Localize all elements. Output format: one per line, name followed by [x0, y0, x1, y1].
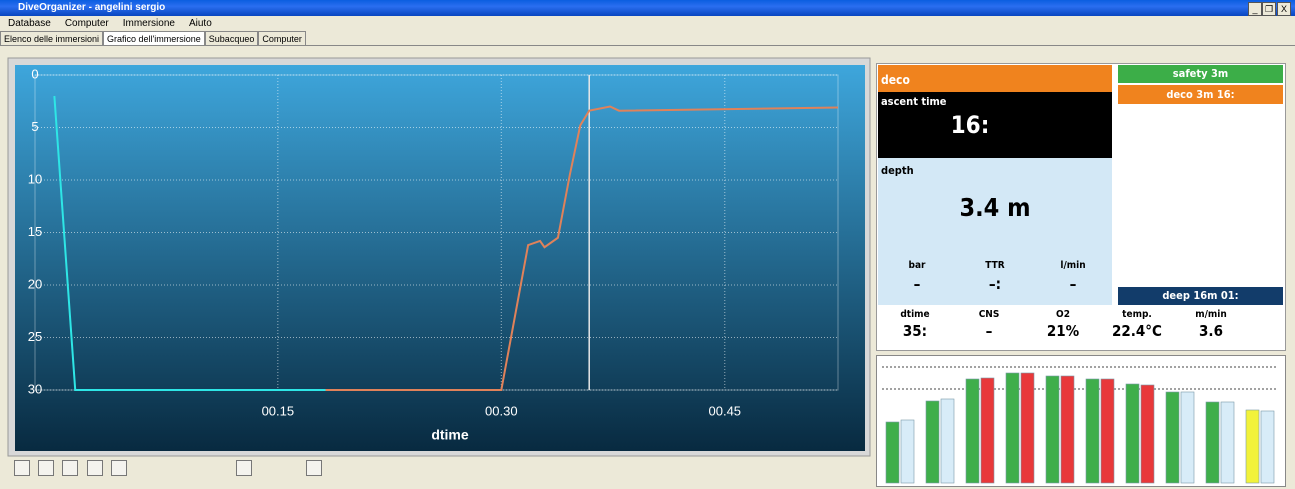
tissue-bar [900, 419, 915, 484]
safety-stop: safety 3m [1118, 65, 1283, 83]
menu-item[interactable]: Immersione [122, 18, 175, 29]
deco-header: deco [878, 65, 1112, 92]
tab[interactable]: Grafico dell'immersione [103, 31, 205, 45]
x-tick-label: 00.15 [262, 403, 295, 418]
depth-value: 3.4 m [959, 193, 1031, 222]
ascent-value: 16: [950, 111, 990, 139]
cell-value: – [1069, 275, 1077, 293]
tab[interactable]: Elenco delle immersioni [0, 31, 104, 45]
deep-stop: deep 16m 01: [1118, 287, 1283, 305]
y-tick-label: 30 [28, 381, 42, 396]
cell: l/min – [1034, 260, 1112, 293]
x-tick-label: 00.45 [709, 403, 742, 418]
maximize[interactable]: ❐ [1262, 2, 1276, 16]
tab[interactable]: Subacqueo [204, 31, 259, 45]
depth-line [325, 105, 839, 391]
tissue-bar [1220, 401, 1235, 484]
menu-item[interactable]: Computer [64, 18, 109, 29]
tissue-bar [1060, 375, 1075, 484]
cell-label: bar [908, 260, 926, 271]
tissue-bar [1100, 378, 1115, 484]
menu-item[interactable]: Aiuto [188, 18, 212, 29]
tissue-bar [1165, 391, 1180, 484]
cell-label: CNS [978, 309, 1000, 320]
tissue-bar [1085, 378, 1100, 484]
tissue-bar [1205, 401, 1220, 484]
tissue-bar [1180, 391, 1195, 484]
tissue-bar [940, 398, 955, 484]
cell-value: 21% [1046, 322, 1080, 340]
x-axis-label: dtime [431, 427, 469, 443]
tab[interactable]: Computer [258, 31, 306, 45]
row-2: dtime 35: CNS – O2 21% temp. 22.4°C m/min 3.6 [878, 310, 1248, 348]
cell: temp. 22.4°C [1100, 310, 1174, 348]
tissue-bar [1140, 384, 1155, 484]
tool-button[interactable] [14, 460, 30, 476]
cell-value: –: [988, 275, 1002, 293]
menu-bar: Database Computer Immersione Aiuto [0, 17, 218, 30]
cell-value: 3.6 [1199, 322, 1223, 340]
cell-label: m/min [1195, 309, 1227, 320]
depth-line [53, 95, 326, 391]
y-tick-label: 10 [28, 171, 42, 186]
tissue-bar [1125, 383, 1140, 484]
ascent-box: ascent time 16: [878, 92, 1112, 158]
cell-label: temp. [1122, 309, 1152, 320]
cell: TTR –: [956, 260, 1034, 293]
window-title: DiveOrganizer - angelini sergio [18, 2, 166, 13]
cell-value: 35: [902, 322, 928, 340]
y-tick-label: 25 [28, 329, 42, 344]
depth-label: depth [881, 164, 914, 177]
dive-profile-chart: dtime 0 5 10 15 20 25 30 00.15 00.30 00.45 [7, 57, 871, 457]
y-tick-label: 5 [31, 119, 38, 134]
tissue-bar [1005, 372, 1020, 484]
tool-button[interactable] [38, 460, 54, 476]
tissue-bar [965, 378, 980, 484]
minimize[interactable]: _ [1248, 2, 1262, 16]
cell: O2 21% [1026, 310, 1100, 348]
cell-label: TTR [985, 260, 1005, 271]
next-button[interactable] [306, 460, 322, 476]
y-tick-label: 15 [28, 224, 42, 239]
cell-value: 22.4°C [1112, 322, 1162, 340]
menu-item[interactable]: Database [8, 18, 51, 29]
title-bar: DiveOrganizer - angelini sergio [0, 0, 1295, 16]
row-1: bar – TTR –: l/min – [878, 260, 1112, 293]
tissue-bar [1045, 375, 1060, 484]
x-tick-label: 00.30 [485, 403, 518, 418]
ascent-label: ascent time [881, 95, 947, 108]
cell-label: dtime [900, 309, 930, 320]
tissue-bar [925, 400, 940, 484]
divider [0, 45, 1295, 46]
tissue-bar [1020, 372, 1035, 484]
deco-stop: deco 3m 16: [1118, 85, 1283, 104]
tissue-bar [1260, 410, 1275, 484]
tool-button[interactable] [62, 460, 78, 476]
tab-strip: Elenco delle immersioni Grafico dell'imme… [0, 31, 306, 45]
tissue-bar [1245, 409, 1260, 484]
cell-value: – [913, 275, 921, 293]
cell-value: – [985, 322, 993, 340]
depth-box: depth 3.4 m bar – TTR –: l/min – [878, 158, 1112, 305]
close[interactable]: X [1277, 2, 1291, 16]
cell-label: l/min [1060, 260, 1086, 271]
tissue-bar [885, 421, 900, 484]
cell: dtime 35: [878, 310, 952, 348]
plot-background [15, 65, 865, 451]
prev-button[interactable] [236, 460, 252, 476]
tool-button[interactable] [111, 460, 127, 476]
cell: m/min 3.6 [1174, 310, 1248, 348]
cell: CNS – [952, 310, 1026, 348]
tissue-bar [980, 377, 995, 484]
y-tick-label: 20 [28, 276, 42, 291]
tool-button[interactable] [87, 460, 103, 476]
tissue-chart [876, 355, 1286, 487]
y-tick-label: 0 [31, 66, 38, 81]
cell-label: O2 [1056, 309, 1070, 320]
cell: bar – [878, 260, 956, 293]
